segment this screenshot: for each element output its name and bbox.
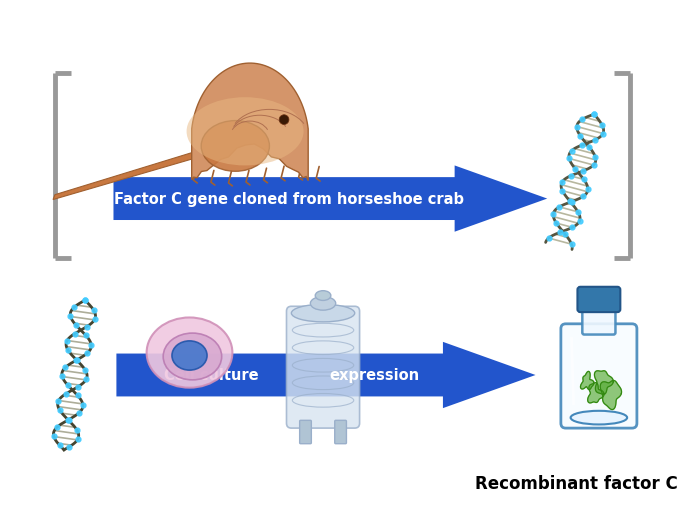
Ellipse shape: [163, 333, 222, 380]
Polygon shape: [192, 63, 308, 181]
Text: expression: expression: [330, 368, 420, 383]
FancyBboxPatch shape: [578, 287, 620, 312]
Text: Recombinant factor C: Recombinant factor C: [475, 475, 678, 493]
Polygon shape: [601, 380, 622, 410]
Polygon shape: [588, 383, 604, 403]
Ellipse shape: [201, 121, 270, 171]
Ellipse shape: [146, 318, 232, 387]
Polygon shape: [116, 342, 536, 408]
Text: Factor C gene cloned from horseshoe crab: Factor C gene cloned from horseshoe crab: [114, 192, 464, 207]
FancyBboxPatch shape: [286, 306, 360, 428]
Polygon shape: [53, 153, 193, 199]
FancyBboxPatch shape: [300, 420, 312, 444]
Ellipse shape: [310, 296, 336, 310]
Polygon shape: [580, 371, 594, 390]
Ellipse shape: [570, 411, 627, 424]
Ellipse shape: [315, 291, 331, 300]
Ellipse shape: [291, 304, 355, 322]
Polygon shape: [594, 371, 613, 394]
Polygon shape: [113, 165, 547, 232]
FancyBboxPatch shape: [335, 420, 346, 444]
Circle shape: [279, 115, 289, 124]
FancyBboxPatch shape: [582, 307, 615, 335]
Text: Cell culture: Cell culture: [164, 368, 258, 383]
Ellipse shape: [172, 341, 207, 370]
Ellipse shape: [187, 97, 304, 165]
FancyBboxPatch shape: [561, 324, 637, 428]
